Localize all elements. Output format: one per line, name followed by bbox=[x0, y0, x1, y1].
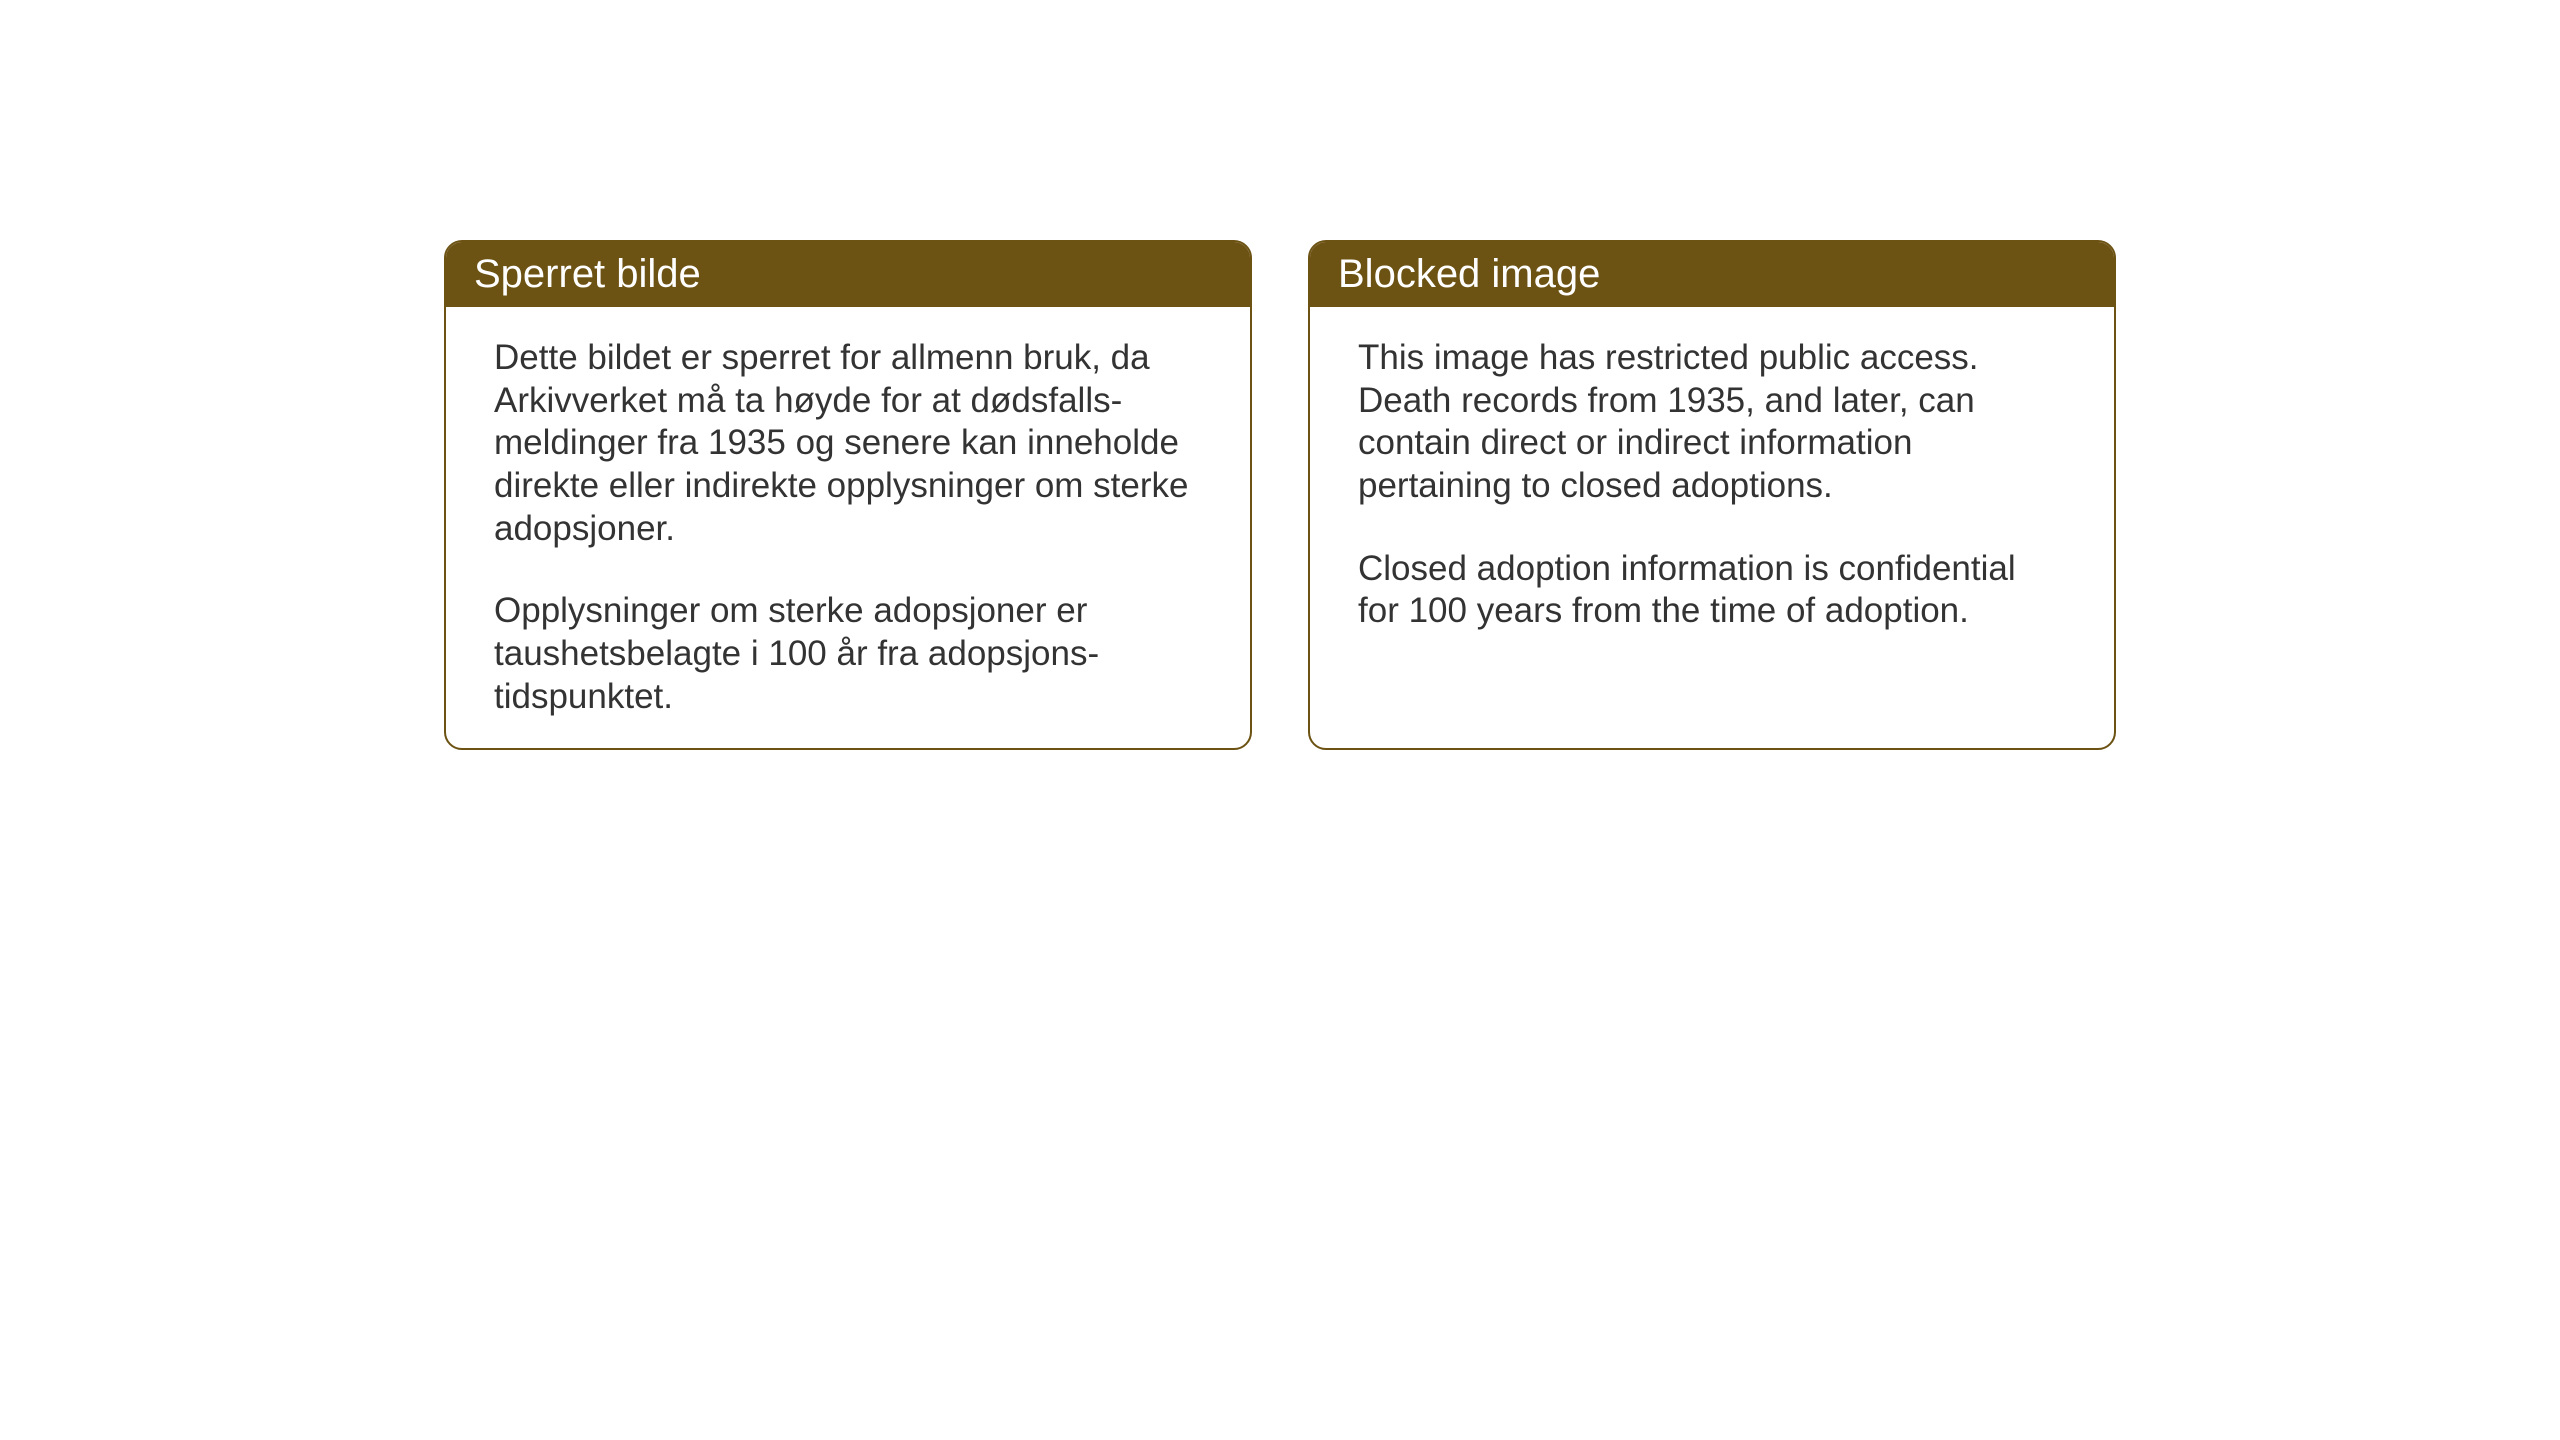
english-card-header: Blocked image bbox=[1310, 242, 2114, 307]
english-card: Blocked image This image has restricted … bbox=[1308, 240, 2116, 750]
norwegian-card: Sperret bilde Dette bildet er sperret fo… bbox=[444, 240, 1252, 750]
norwegian-paragraph-2: Opplysninger om sterke adopsjoner er tau… bbox=[494, 590, 1202, 718]
norwegian-card-body: Dette bildet er sperret for allmenn bruk… bbox=[446, 307, 1250, 749]
norwegian-paragraph-1: Dette bildet er sperret for allmenn bruk… bbox=[494, 337, 1202, 550]
english-card-title: Blocked image bbox=[1338, 252, 1600, 296]
norwegian-card-header: Sperret bilde bbox=[446, 242, 1250, 307]
norwegian-card-title: Sperret bilde bbox=[474, 252, 701, 296]
english-card-body: This image has restricted public access.… bbox=[1310, 307, 2114, 663]
english-paragraph-1: This image has restricted public access.… bbox=[1358, 337, 2066, 508]
english-paragraph-2: Closed adoption information is confident… bbox=[1358, 548, 2066, 633]
cards-container: Sperret bilde Dette bildet er sperret fo… bbox=[0, 0, 2560, 750]
